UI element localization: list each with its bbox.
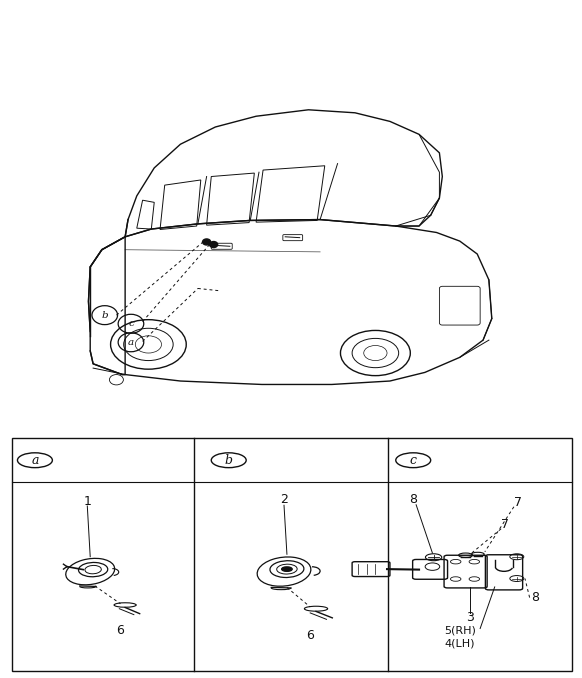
Text: c: c — [410, 454, 417, 466]
Text: 5(RH): 5(RH) — [444, 626, 475, 636]
Text: a: a — [31, 454, 38, 466]
Circle shape — [203, 239, 211, 245]
Text: 1: 1 — [83, 494, 91, 508]
Text: c: c — [128, 319, 134, 328]
Text: 7: 7 — [514, 496, 522, 508]
Text: 3: 3 — [466, 611, 474, 624]
Text: 6: 6 — [306, 629, 314, 643]
Text: 7: 7 — [501, 518, 509, 531]
Circle shape — [282, 567, 292, 572]
Text: b: b — [101, 311, 108, 319]
Text: 2: 2 — [280, 494, 288, 506]
Circle shape — [210, 241, 218, 247]
Text: 8: 8 — [531, 591, 540, 604]
Text: a: a — [128, 338, 134, 346]
Text: 4(LH): 4(LH) — [445, 639, 475, 648]
Text: b: b — [225, 454, 233, 466]
Text: 8: 8 — [409, 494, 417, 506]
Text: 6: 6 — [116, 624, 125, 637]
